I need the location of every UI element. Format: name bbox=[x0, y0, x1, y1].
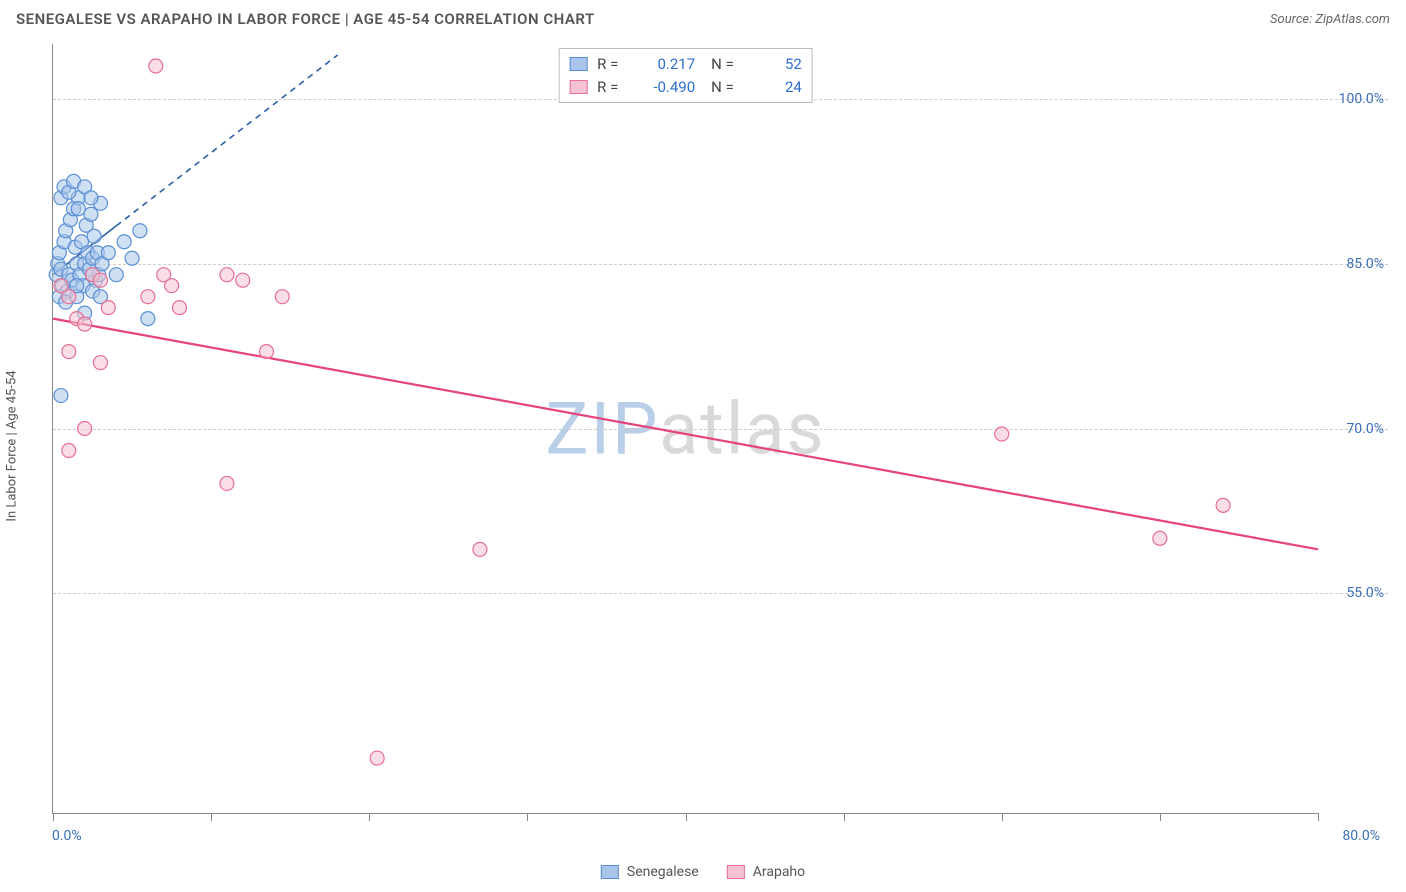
r-label: R = bbox=[597, 76, 627, 99]
y-axis-label: In Labor Force | Age 45-54 bbox=[5, 370, 20, 521]
legend-row: R = -0.490 N = 24 bbox=[569, 76, 802, 99]
plot-area: ZIPatlas R = 0.217 N = 52 R = -0.490 N =… bbox=[52, 44, 1318, 814]
x-tick bbox=[844, 813, 845, 821]
source-label: Source: ZipAtlas.com bbox=[1270, 12, 1390, 27]
x-tick bbox=[53, 813, 54, 821]
r-value: -0.490 bbox=[637, 76, 695, 99]
swatch-icon bbox=[569, 80, 587, 94]
x-tick bbox=[1002, 813, 1003, 821]
x-tick bbox=[1318, 813, 1319, 821]
y-tick-label: 70.0% bbox=[1346, 421, 1384, 437]
legend-item: Senegalese bbox=[601, 864, 699, 880]
swatch-icon bbox=[727, 865, 745, 879]
x-axis-max-label: 80.0% bbox=[1342, 828, 1380, 844]
x-tick bbox=[369, 813, 370, 821]
correlation-legend: R = 0.217 N = 52 R = -0.490 N = 24 bbox=[558, 48, 813, 103]
legend-label: Arapaho bbox=[753, 864, 805, 880]
legend-row: R = 0.217 N = 52 bbox=[569, 53, 802, 76]
r-value: 0.217 bbox=[637, 53, 695, 76]
y-tick-label: 100.0% bbox=[1339, 91, 1384, 107]
y-tick-label: 55.0% bbox=[1346, 585, 1384, 601]
x-tick bbox=[211, 813, 212, 821]
n-value: 52 bbox=[744, 53, 802, 76]
swatch-icon bbox=[569, 57, 587, 71]
n-label: N = bbox=[711, 76, 734, 99]
chart-title: SENEGALESE VS ARAPAHO IN LABOR FORCE | A… bbox=[16, 10, 595, 28]
legend-item: Arapaho bbox=[727, 864, 805, 880]
x-tick bbox=[1160, 813, 1161, 821]
y-tick-label: 85.0% bbox=[1346, 256, 1384, 272]
x-tick bbox=[686, 813, 687, 821]
scatter-svg bbox=[53, 44, 1318, 813]
header: SENEGALESE VS ARAPAHO IN LABOR FORCE | A… bbox=[0, 0, 1406, 36]
plot-wrap: In Labor Force | Age 45-54 ZIPatlas R = … bbox=[18, 44, 1388, 848]
x-tick bbox=[527, 813, 528, 821]
r-label: R = bbox=[597, 53, 627, 76]
legend-label: Senegalese bbox=[627, 864, 699, 880]
swatch-icon bbox=[601, 865, 619, 879]
n-label: N = bbox=[711, 53, 734, 76]
series-legend: Senegalese Arapaho bbox=[601, 864, 805, 880]
x-axis-min-label: 0.0% bbox=[52, 828, 82, 844]
n-value: 24 bbox=[744, 76, 802, 99]
